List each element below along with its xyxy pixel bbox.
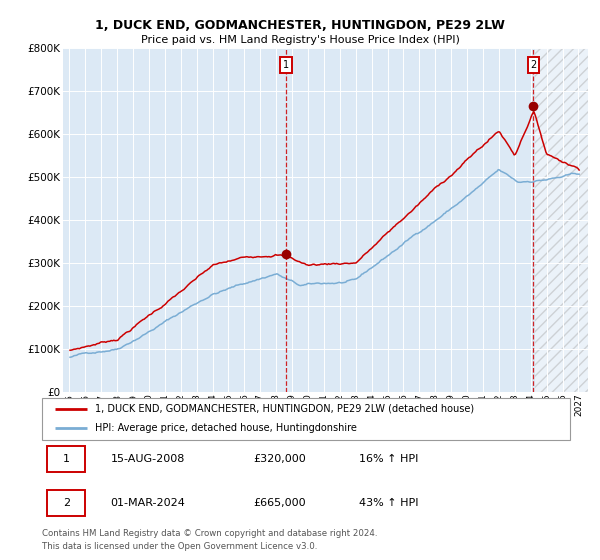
- Text: 16% ↑ HPI: 16% ↑ HPI: [359, 454, 418, 464]
- Text: 43% ↑ HPI: 43% ↑ HPI: [359, 498, 418, 508]
- Text: Contains HM Land Registry data © Crown copyright and database right 2024.
This d: Contains HM Land Registry data © Crown c…: [42, 529, 377, 550]
- Text: 01-MAR-2024: 01-MAR-2024: [110, 498, 185, 508]
- Text: HPI: Average price, detached house, Huntingdonshire: HPI: Average price, detached house, Hunt…: [95, 423, 356, 433]
- FancyBboxPatch shape: [47, 446, 85, 472]
- Text: 2: 2: [530, 60, 536, 70]
- Text: 2: 2: [63, 498, 70, 508]
- FancyBboxPatch shape: [42, 398, 570, 440]
- Text: 1, DUCK END, GODMANCHESTER, HUNTINGDON, PE29 2LW: 1, DUCK END, GODMANCHESTER, HUNTINGDON, …: [95, 18, 505, 32]
- Text: 1, DUCK END, GODMANCHESTER, HUNTINGDON, PE29 2LW (detached house): 1, DUCK END, GODMANCHESTER, HUNTINGDON, …: [95, 404, 474, 414]
- Text: Price paid vs. HM Land Registry's House Price Index (HPI): Price paid vs. HM Land Registry's House …: [140, 35, 460, 45]
- Text: 1: 1: [283, 60, 289, 70]
- Text: 1: 1: [63, 454, 70, 464]
- Text: £320,000: £320,000: [253, 454, 306, 464]
- Text: 15-AUG-2008: 15-AUG-2008: [110, 454, 185, 464]
- Text: £665,000: £665,000: [253, 498, 306, 508]
- FancyBboxPatch shape: [47, 491, 85, 516]
- Bar: [535, 48, 588, 392]
